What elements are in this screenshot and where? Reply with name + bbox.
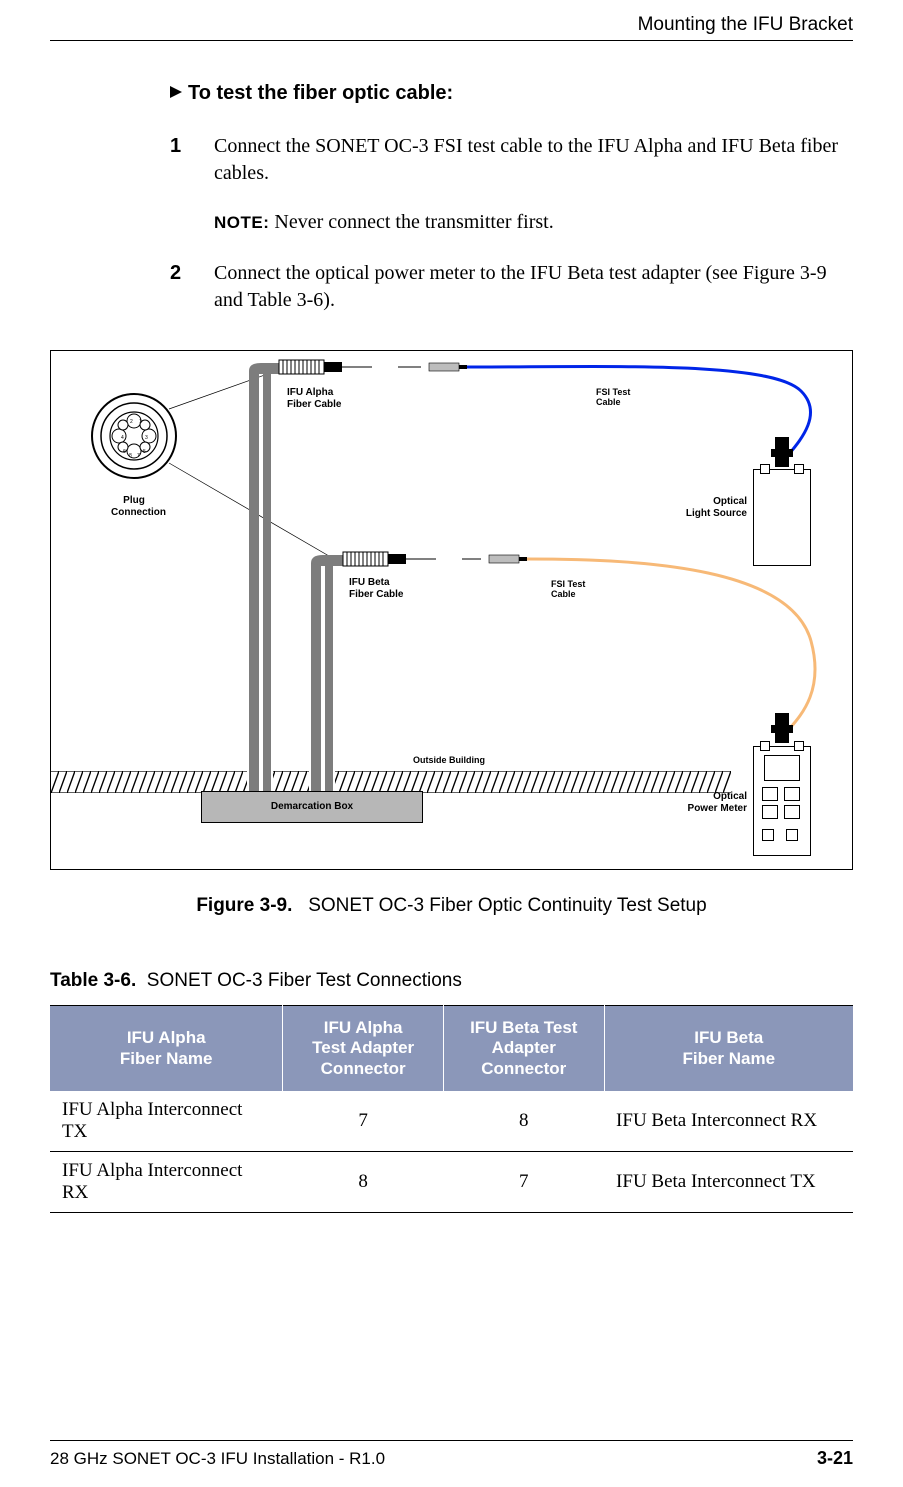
light-source-label: Optical Light Source [665, 496, 747, 519]
fsi-test-label-1: FSI Test Cable [596, 387, 630, 408]
cell: 8 [443, 1091, 604, 1152]
footer-right: 3-21 [817, 1448, 853, 1469]
note-line: NOTE: Never connect the transmitter firs… [214, 211, 853, 234]
cell: IFU Beta Interconnect RX [604, 1091, 853, 1152]
figure-caption-label: Figure 3-9. [196, 895, 292, 916]
col-header: IFU Alpha Test Adapter Connector [283, 1006, 444, 1092]
table-title-label: Table 3-6. [50, 970, 136, 991]
table-title: Table 3-6. SONET OC-3 Fiber Test Connect… [50, 970, 462, 992]
table-title-text: SONET OC-3 Fiber Test Connections [147, 970, 462, 991]
optical-light-source-icon [753, 469, 811, 566]
section-title: To test the fiber optic cable: [188, 82, 453, 104]
outside-building-label: Outside Building [413, 755, 485, 765]
wall-hatch [51, 771, 852, 798]
ifu-alpha-label: IFU Alpha Fiber Cable [287, 387, 341, 410]
cell: 7 [283, 1091, 444, 1152]
fiber-connections-table: IFU Alpha Fiber Name IFU Alpha Test Adap… [50, 1005, 853, 1213]
figure-caption: Figure 3-9. SONET OC-3 Fiber Optic Conti… [50, 895, 853, 917]
step-body: Connect the optical power meter to the I… [214, 260, 853, 314]
fsi-test-label-2: FSI Test Cable [551, 579, 585, 600]
section-heading: To test the fiber optic cable: [170, 82, 853, 105]
page: Mounting the IFU Bracket To test the fib… [0, 0, 903, 1487]
header-rule [50, 40, 853, 41]
table-row: IFU Alpha Interconnect TX 7 8 IFU Beta I… [50, 1091, 853, 1152]
cell: IFU Beta Interconnect TX [604, 1152, 853, 1213]
arrow-icon [170, 86, 182, 98]
figure-box: 2 1 4 3 6 5 8 7 Plug Connection [50, 350, 853, 870]
figure-caption-text: SONET OC-3 Fiber Optic Continuity Test S… [308, 895, 706, 916]
footer-left: 28 GHz SONET OC-3 IFU Installation - R1.… [50, 1449, 385, 1469]
col-header: IFU Alpha Fiber Name [50, 1006, 283, 1092]
cell: 8 [283, 1152, 444, 1213]
col-header: IFU Beta Test Adapter Connector [443, 1006, 604, 1092]
cell: 7 [443, 1152, 604, 1213]
optical-power-meter-icon [753, 746, 811, 856]
footer-rule [50, 1440, 853, 1441]
note-body: Never connect the transmitter first. [269, 211, 553, 233]
col-header: IFU Beta Fiber Name [604, 1006, 853, 1092]
ifu-beta-label: IFU Beta Fiber Cable [349, 577, 403, 600]
step-2: 2 Connect the optical power meter to the… [170, 260, 853, 314]
step-number: 2 [170, 260, 214, 314]
note-label: NOTE: [214, 213, 269, 232]
cell: IFU Alpha Interconnect TX [50, 1091, 283, 1152]
step-1: 1 Connect the SONET OC-3 FSI test cable … [170, 133, 853, 187]
cell: IFU Alpha Interconnect RX [50, 1152, 283, 1213]
step-number: 1 [170, 133, 214, 187]
demarcation-box: Demarcation Box [201, 791, 423, 823]
content-block: To test the fiber optic cable: 1 Connect… [170, 82, 853, 338]
table-row: IFU Alpha Interconnect RX 8 7 IFU Beta I… [50, 1152, 853, 1213]
header-right: Mounting the IFU Bracket [638, 14, 853, 36]
step-body: Connect the SONET OC-3 FSI test cable to… [214, 133, 853, 187]
